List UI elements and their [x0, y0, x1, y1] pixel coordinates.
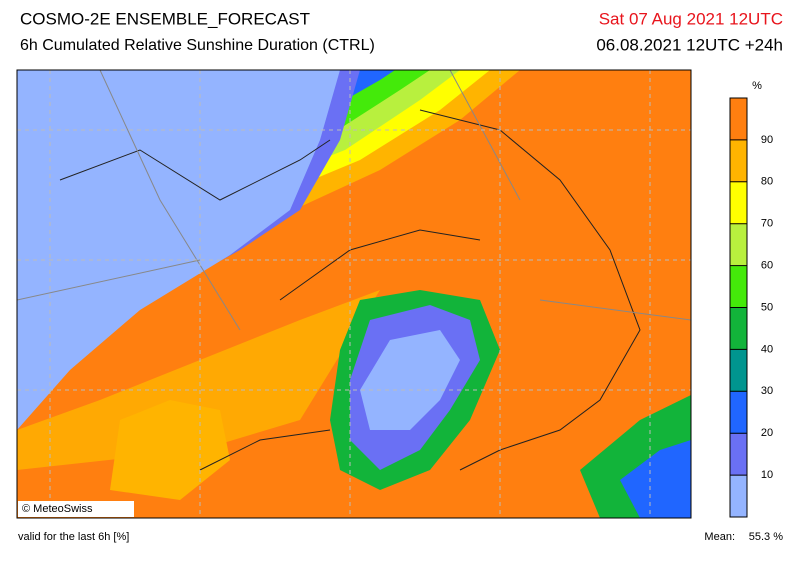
- colorbar-tick-label: 50: [761, 301, 773, 313]
- validity: valid for the last 6h [%]: [18, 531, 129, 543]
- colorbar-swatch: [730, 307, 747, 350]
- colorbar-swatch: [730, 349, 747, 392]
- colorbar-tick-label: 30: [761, 385, 773, 397]
- colorbar-tick-label: 20: [761, 427, 773, 439]
- colorbar-tick-label: 10: [761, 469, 773, 481]
- colorbar-swatch: [730, 433, 747, 476]
- subtitle: 6h Cumulated Relative Sunshine Duration …: [20, 37, 375, 54]
- colorbar-tick-label: 90: [761, 134, 773, 146]
- map: © MeteoSwiss: [16, 69, 692, 519]
- colorbar-swatch: [730, 181, 747, 225]
- colorbar-swatch: [730, 139, 747, 183]
- colorbar-swatch: [730, 223, 747, 267]
- valid-date: Sat 07 Aug 2021 12UTC: [599, 9, 783, 28]
- colorbar-swatch: [730, 265, 747, 308]
- colorbar-swatch: [730, 98, 747, 141]
- colorbar-tick-label: 60: [761, 260, 773, 272]
- colorbar-swatch: [730, 391, 747, 434]
- colorbar-tick-label: 80: [761, 176, 773, 188]
- colorbar-swatch: [730, 475, 747, 518]
- run-info: 06.08.2021 12UTC +24h: [596, 35, 783, 54]
- title: COSMO-2E ENSEMBLE_FORECAST: [20, 9, 310, 28]
- colorbar-tick-label: 70: [761, 218, 773, 230]
- mean-value: 55.3 %: [749, 531, 783, 543]
- colorbar-unit: %: [752, 80, 762, 92]
- copyright: © MeteoSwiss: [22, 503, 93, 515]
- colorbar-tick-label: 40: [761, 343, 773, 355]
- mean-label: Mean:: [704, 531, 735, 543]
